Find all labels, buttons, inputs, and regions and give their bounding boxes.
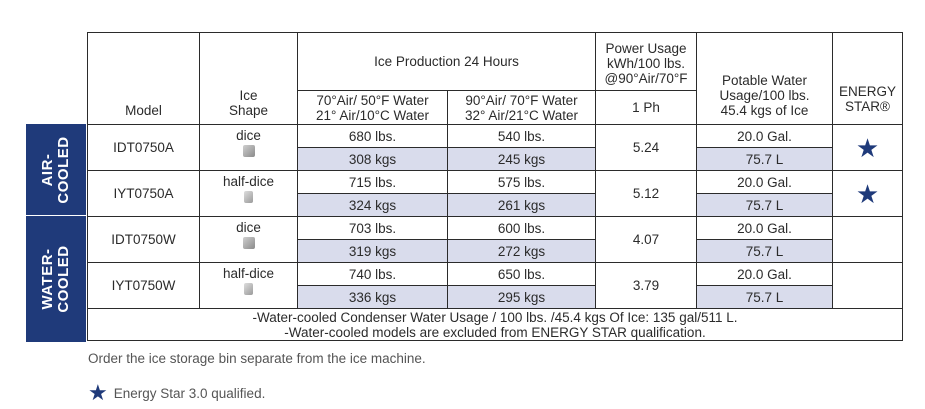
- energy-star-cell: ★: [832, 170, 903, 217]
- dice-cube-icon: [242, 237, 255, 249]
- table-row: IDT0750A dice 680 lbs. 540 lbs. 5.24 20.…: [87, 124, 903, 171]
- liters-cell: 75.7 L: [696, 239, 833, 263]
- dice-cube-icon: [242, 145, 255, 157]
- kgs-cond2-cell: 245 kgs: [447, 147, 596, 171]
- half-dice-cube-icon: [244, 191, 253, 203]
- liters-cell: 75.7 L: [696, 147, 833, 171]
- gallons-cell: 20.0 Gal.: [696, 124, 833, 148]
- header-ice-shape: Ice Shape: [199, 32, 298, 125]
- lbs-cond2-cell: 540 lbs.: [447, 124, 596, 148]
- kgs-cond2-cell: 295 kgs: [447, 285, 596, 309]
- power-cell: 5.24: [595, 124, 697, 171]
- lbs-cond2-cell: 600 lbs.: [447, 216, 596, 240]
- table-row: 319 kgs 272 kgs 75.7 L: [88, 239, 903, 263]
- lbs-cond1-cell: 740 lbs.: [297, 262, 448, 286]
- energy-star-icon: ★: [88, 380, 108, 405]
- model-cell: IDT0750W: [87, 216, 200, 263]
- energy-star-legend-text: Energy Star 3.0 qualified.: [113, 385, 266, 401]
- header-condition-1: 70°Air/ 50°F Water 21° Air/10°C Water: [297, 90, 448, 125]
- model-cell: IYT0750A: [87, 170, 200, 217]
- water-cooled-label: WATER- COOLED: [39, 244, 72, 313]
- shape-cell: dice: [199, 216, 298, 263]
- footnote-condenser: -Water-cooled Condenser Water Usage / 10…: [252, 309, 738, 325]
- kgs-cond2-cell: 261 kgs: [447, 193, 596, 217]
- footnote-cell: -Water-cooled Condenser Water Usage / 10…: [87, 308, 903, 341]
- shape-cell: dice: [199, 124, 298, 171]
- kgs-cond2-cell: 272 kgs: [447, 239, 596, 263]
- header-water-usage: Potable Water Usage/100 lbs. 45.4 kgs of…: [696, 32, 833, 125]
- shape-cell: half-dice: [199, 262, 298, 309]
- energy-star-icon: ★: [855, 132, 880, 163]
- footnote-exclusion: -Water-cooled models are excluded from E…: [284, 324, 706, 340]
- kgs-cond1-cell: 336 kgs: [297, 285, 448, 309]
- power-cell: 3.79: [595, 262, 697, 309]
- energy-star-legend: ★ Energy Star 3.0 qualified.: [88, 380, 265, 406]
- power-cell: 4.07: [595, 216, 697, 263]
- energy-star-cell: ★: [832, 124, 903, 171]
- header-power-usage: Power Usage kWh/100 lbs. @90°Air/70°F: [595, 32, 697, 91]
- kgs-cond1-cell: 308 kgs: [297, 147, 448, 171]
- footnote-row: -Water-cooled Condenser Water Usage / 10…: [87, 308, 903, 341]
- kgs-cond1-cell: 324 kgs: [297, 193, 448, 217]
- table-row: IYT0750A half-dice 715 lbs. 575 lbs. 5.1…: [87, 170, 903, 217]
- table-row: 308 kgs 245 kgs 75.7 L: [88, 147, 903, 171]
- air-cooled-label: AIR- COOLED: [39, 135, 72, 204]
- liters-cell: 75.7 L: [696, 193, 833, 217]
- header-energy-star: ENERGY STAR®: [832, 32, 903, 125]
- ice-machine-spec-table: Model Ice Shape Ice Production 24 Hours …: [87, 32, 903, 341]
- lbs-cond1-cell: 680 lbs.: [297, 124, 448, 148]
- energy-star-cell: [832, 262, 903, 309]
- power-cell: 5.12: [595, 170, 697, 217]
- lbs-cond2-cell: 650 lbs.: [447, 262, 596, 286]
- half-dice-cube-icon: [244, 283, 253, 295]
- header-phase: 1 Ph: [595, 90, 697, 125]
- table-row: IDT0750W dice 703 lbs. 600 lbs. 4.07 20.…: [87, 216, 903, 263]
- storage-bin-note: Order the ice storage bin separate from …: [88, 351, 426, 366]
- header-condition-2: 90°Air/ 70°F Water 32° Air/21°C Water: [447, 90, 596, 125]
- lbs-cond2-cell: 575 lbs.: [447, 170, 596, 194]
- lbs-cond1-cell: 715 lbs.: [297, 170, 448, 194]
- energy-star-cell: [832, 216, 903, 263]
- lbs-cond1-cell: 703 lbs.: [297, 216, 448, 240]
- liters-cell: 75.7 L: [696, 285, 833, 309]
- gallons-cell: 20.0 Gal.: [696, 216, 833, 240]
- model-cell: IYT0750W: [87, 262, 200, 309]
- kgs-cond1-cell: 319 kgs: [297, 239, 448, 263]
- model-cell: IDT0750A: [87, 124, 200, 171]
- table-row: 336 kgs 295 kgs 75.7 L: [88, 285, 903, 309]
- header-model: Model: [87, 32, 200, 125]
- header-ice-production: Ice Production 24 Hours: [297, 32, 596, 91]
- table-row: IYT0750W half-dice 740 lbs. 650 lbs. 3.7…: [87, 262, 903, 309]
- gallons-cell: 20.0 Gal.: [696, 262, 833, 286]
- energy-star-icon: ★: [855, 178, 880, 209]
- water-cooled-band: WATER- COOLED: [26, 215, 86, 342]
- shape-cell: half-dice: [199, 170, 298, 217]
- air-cooled-band: AIR- COOLED: [26, 124, 86, 215]
- gallons-cell: 20.0 Gal.: [696, 170, 833, 194]
